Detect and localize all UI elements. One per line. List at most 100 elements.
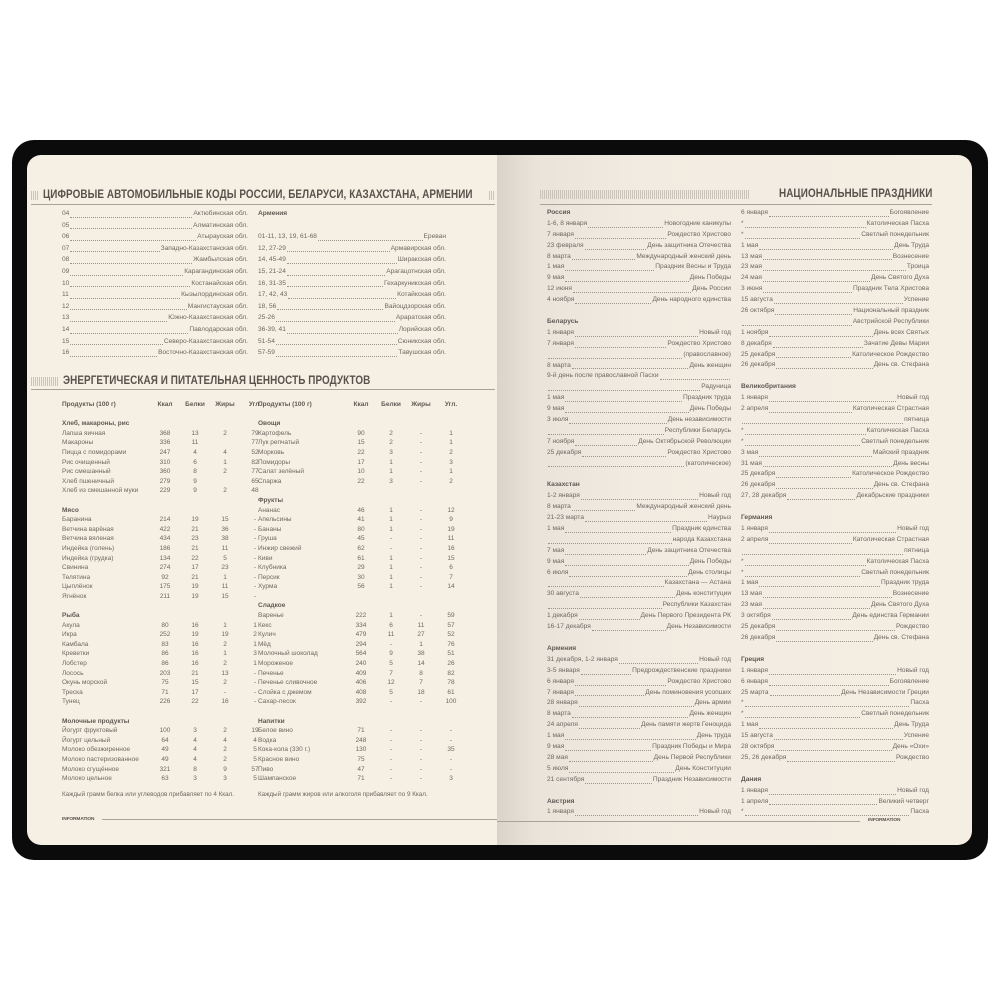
cell: 7 bbox=[419, 679, 423, 687]
cell: 1 bbox=[223, 650, 227, 658]
row-value: Декабрьские праздники bbox=[856, 492, 929, 500]
group-title: Фрукты bbox=[258, 496, 284, 504]
dot-leader bbox=[548, 390, 701, 392]
column-header: Продукты (100 г) bbox=[62, 401, 116, 408]
dot-leader bbox=[574, 346, 667, 348]
row-value: Рождество Христово bbox=[667, 230, 731, 238]
table-row: Рис очищенный 310 6 1 82 bbox=[62, 458, 270, 468]
row-key: 26 декабря bbox=[741, 633, 776, 641]
row-value: Рождество Христово bbox=[667, 677, 731, 685]
row-value: Католическая Пасха bbox=[866, 219, 929, 227]
row-value: Наурыз bbox=[707, 514, 731, 522]
code-row: 11 Кызылординская обл. bbox=[62, 289, 248, 301]
cell: - bbox=[419, 468, 423, 476]
row-value: Западно-Казахстанская обл. bbox=[160, 244, 248, 252]
row-key: 13 мая bbox=[741, 590, 762, 598]
cell: 45 bbox=[357, 535, 365, 543]
row-value: День «Охи» bbox=[892, 742, 929, 750]
dot-leader bbox=[70, 274, 184, 276]
row-value: Рождество Христово bbox=[667, 448, 731, 456]
holiday-row: 25 декабря Католическое Рождество bbox=[741, 350, 929, 361]
holiday-row: 23 мая Троица bbox=[741, 262, 929, 273]
dot-leader bbox=[69, 297, 181, 299]
row-value: Новый год bbox=[699, 808, 731, 816]
row-key: 15 августа bbox=[741, 732, 773, 740]
cell: - bbox=[253, 698, 257, 706]
header-stripes bbox=[488, 190, 495, 200]
row-value: Карагандинская обл. bbox=[184, 267, 248, 275]
column-header: Ккал bbox=[157, 401, 173, 408]
row-key: * bbox=[741, 557, 744, 565]
holidays-title: НАЦИОНАЛЬНЫЕ ПРАЗДНИКИ bbox=[778, 188, 932, 200]
row-value: Ширакская обл. bbox=[397, 256, 446, 264]
product-name: Пицца с помидорами bbox=[62, 448, 127, 456]
row-key: 04 bbox=[62, 210, 70, 217]
row-key: 23 мая bbox=[741, 601, 762, 609]
table-row: Ветчина варёная 422 21 36 - bbox=[62, 525, 270, 535]
dot-leader bbox=[762, 597, 892, 599]
holiday-row: 1 января Новый год bbox=[547, 328, 731, 339]
row-key: 12 bbox=[62, 302, 70, 310]
cell: 1 bbox=[389, 458, 393, 466]
cell: 23 bbox=[221, 564, 229, 572]
cell: 15 bbox=[221, 516, 229, 524]
dot-leader bbox=[776, 357, 852, 359]
row-key: 1-6, 8 января bbox=[547, 219, 588, 227]
row-key: 15, 21-24 bbox=[258, 267, 286, 275]
holiday-row: Казахстана — Астана bbox=[547, 579, 731, 590]
cell: 247 bbox=[159, 448, 171, 456]
dot-leader bbox=[787, 760, 895, 762]
holiday-row: пятница bbox=[741, 415, 929, 426]
cell: - bbox=[449, 727, 453, 735]
armenia-heading: Армения bbox=[258, 210, 288, 217]
cell: 21 bbox=[191, 573, 199, 581]
row-key: 9-й день после православной Пасхи bbox=[547, 372, 659, 380]
column-header: Ккал bbox=[353, 401, 369, 408]
table-row: Водка 248 - - - bbox=[258, 736, 466, 746]
code-row: 15 Северо-Казахстанская обл. bbox=[62, 336, 248, 348]
row-key: 8 марта bbox=[547, 710, 571, 718]
product-name: Кока-кола (330 г.) bbox=[258, 746, 311, 754]
holiday-row: * Светлый понедельник bbox=[741, 437, 929, 448]
row-value: Праздник Независимости bbox=[652, 775, 731, 783]
row-key: 1 мая bbox=[741, 721, 759, 729]
row-value: Католическое Рождество bbox=[852, 350, 929, 358]
cell: - bbox=[253, 688, 257, 696]
cell: 360 bbox=[159, 468, 171, 476]
row-key: 23 мая bbox=[741, 263, 762, 271]
row-value: Рождество bbox=[895, 623, 929, 631]
cell: 6 bbox=[389, 621, 393, 629]
row-key: 24 апреля bbox=[547, 721, 578, 729]
cell: 63 bbox=[161, 775, 169, 783]
spacer bbox=[62, 496, 270, 506]
column-header: Продукты (100 г) bbox=[258, 401, 312, 408]
row-value: День Независимости Греции bbox=[841, 688, 929, 696]
product-name: Сахар-песок bbox=[258, 698, 296, 706]
cell: 57 bbox=[251, 765, 259, 773]
product-name: Йогурт фруктовый bbox=[62, 727, 118, 735]
dot-leader bbox=[768, 684, 889, 686]
cell: - bbox=[389, 640, 393, 648]
cell: 406 bbox=[355, 679, 367, 687]
code-row: 14, 45-49 Ширакская обл. bbox=[258, 254, 446, 266]
code-row: 25-26 Араратская обл. bbox=[258, 312, 446, 324]
holiday-row: 6 июля День столицы bbox=[547, 568, 731, 579]
cell: - bbox=[389, 535, 393, 543]
product-name: Апельсины bbox=[258, 516, 292, 524]
dot-leader bbox=[571, 510, 636, 512]
cell: 23 bbox=[191, 535, 199, 543]
row-value: пятница bbox=[904, 546, 929, 554]
holiday-row: пятница bbox=[741, 546, 929, 557]
row-key: 6 января bbox=[547, 677, 574, 685]
cell: 434 bbox=[159, 535, 171, 543]
country-heading: Беларусь bbox=[547, 318, 579, 326]
cell: 71 bbox=[161, 688, 169, 696]
row-key: 26 декабря bbox=[741, 481, 776, 489]
cell: 1 bbox=[223, 621, 227, 629]
row-key: 18, 56 bbox=[258, 302, 277, 310]
product-name: Водка bbox=[258, 736, 277, 744]
row-value: День св. Стефана bbox=[873, 633, 929, 641]
dot-leader bbox=[762, 281, 871, 283]
holiday-row: 7 мая День защитника Отечества bbox=[547, 546, 731, 557]
row-key: 06 bbox=[62, 233, 70, 241]
